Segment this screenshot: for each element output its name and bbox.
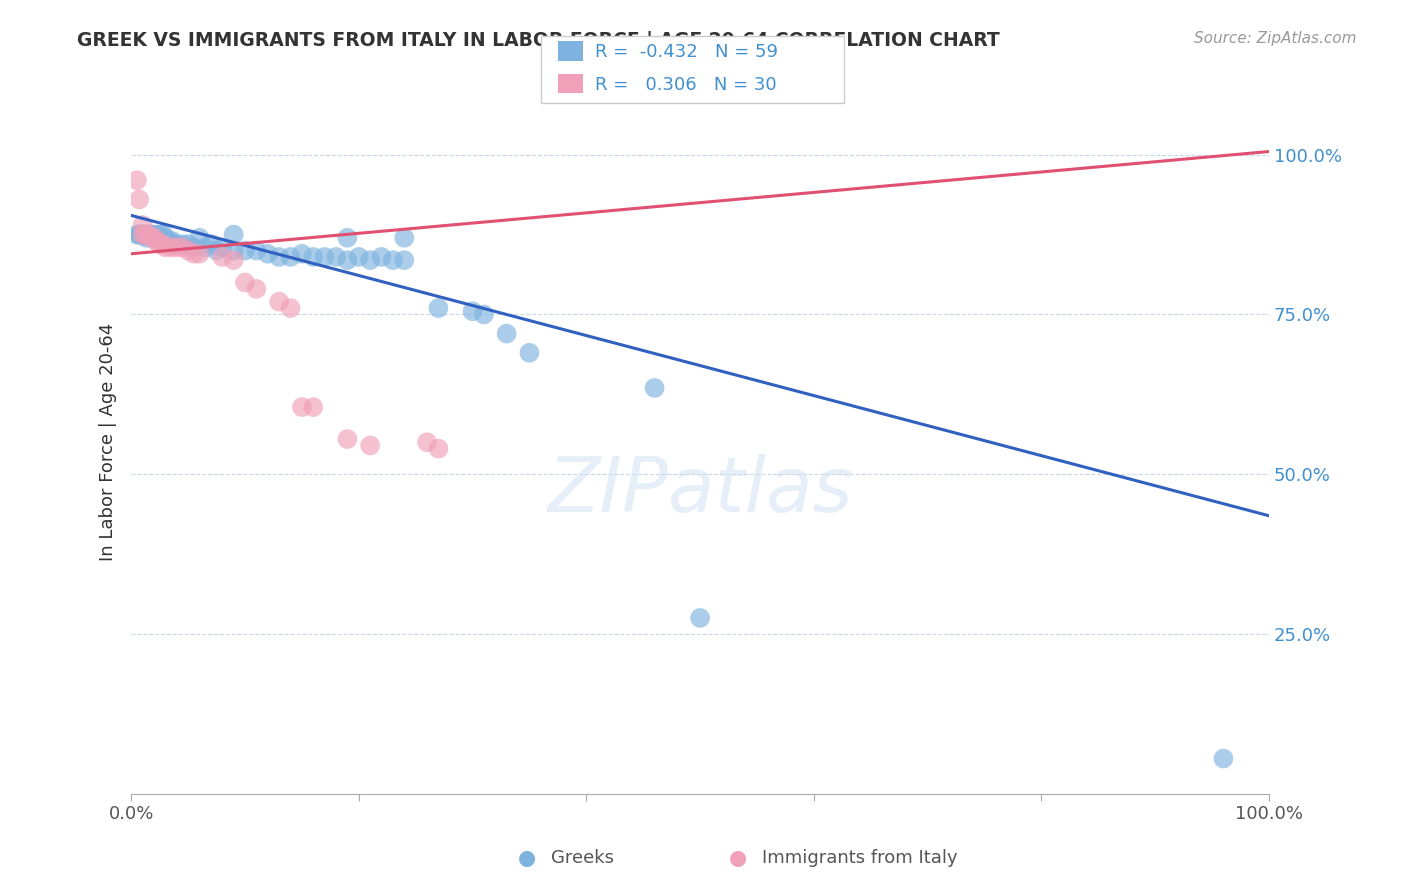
- Point: [233, 276, 256, 290]
- Point: [160, 240, 183, 254]
- Point: [1212, 751, 1234, 765]
- Point: [302, 400, 325, 414]
- Point: [245, 282, 267, 296]
- Point: [256, 246, 278, 260]
- Point: [416, 435, 439, 450]
- Point: [149, 227, 172, 242]
- Point: [131, 227, 153, 242]
- Point: [519, 346, 541, 360]
- Point: [131, 218, 153, 232]
- Point: [205, 244, 228, 258]
- Point: [131, 227, 153, 242]
- Point: [143, 231, 166, 245]
- Point: [166, 240, 188, 254]
- Text: Source: ZipAtlas.com: Source: ZipAtlas.com: [1194, 31, 1357, 46]
- Text: ●: ●: [730, 848, 747, 868]
- Point: [302, 250, 325, 264]
- Point: [172, 240, 194, 254]
- Point: [427, 301, 450, 315]
- Point: [269, 250, 291, 264]
- Text: Immigrants from Italy: Immigrants from Italy: [762, 849, 957, 867]
- Point: [314, 250, 336, 264]
- Text: Greeks: Greeks: [551, 849, 614, 867]
- Point: [172, 237, 194, 252]
- Point: [461, 304, 484, 318]
- Point: [222, 244, 245, 258]
- Point: [157, 234, 180, 248]
- Point: [155, 240, 177, 254]
- Text: ●: ●: [519, 848, 536, 868]
- Point: [143, 231, 166, 245]
- Point: [394, 231, 416, 245]
- Point: [200, 237, 222, 252]
- Point: [136, 227, 159, 242]
- Point: [134, 227, 156, 242]
- Point: [211, 240, 233, 254]
- Point: [222, 253, 245, 268]
- Point: [142, 227, 165, 242]
- Point: [495, 326, 517, 341]
- Point: [194, 240, 217, 254]
- Point: [291, 400, 314, 414]
- Point: [188, 231, 211, 245]
- Point: [183, 240, 205, 254]
- Point: [222, 227, 245, 242]
- Text: ZIPatlas: ZIPatlas: [547, 454, 853, 528]
- Point: [336, 231, 359, 245]
- Point: [233, 244, 256, 258]
- Point: [347, 250, 370, 264]
- Point: [183, 246, 205, 260]
- Point: [472, 308, 495, 322]
- Point: [160, 234, 183, 248]
- Point: [128, 227, 150, 242]
- Point: [245, 244, 267, 258]
- Point: [359, 253, 381, 268]
- Point: [141, 231, 163, 245]
- Point: [188, 246, 211, 260]
- Point: [280, 301, 302, 315]
- Point: [131, 227, 153, 242]
- Point: [141, 231, 163, 245]
- Point: [145, 227, 167, 242]
- Point: [135, 231, 157, 245]
- Point: [128, 193, 150, 207]
- Point: [132, 227, 155, 242]
- Point: [134, 227, 156, 242]
- Point: [336, 432, 359, 446]
- Point: [131, 227, 153, 242]
- Text: R =   0.306   N = 30: R = 0.306 N = 30: [595, 76, 776, 95]
- Point: [644, 381, 666, 395]
- Point: [136, 227, 159, 242]
- Point: [166, 237, 188, 252]
- Point: [689, 611, 711, 625]
- Text: GREEK VS IMMIGRANTS FROM ITALY IN LABOR FORCE | AGE 20-64 CORRELATION CHART: GREEK VS IMMIGRANTS FROM ITALY IN LABOR …: [77, 31, 1000, 51]
- Point: [177, 237, 200, 252]
- Y-axis label: In Labor Force | Age 20-64: In Labor Force | Age 20-64: [100, 323, 117, 561]
- Point: [336, 253, 359, 268]
- Point: [394, 253, 416, 268]
- Text: R =  -0.432   N = 59: R = -0.432 N = 59: [595, 44, 778, 62]
- Point: [325, 250, 347, 264]
- Point: [145, 234, 167, 248]
- Point: [269, 294, 291, 309]
- Point: [152, 237, 174, 252]
- Point: [211, 250, 233, 264]
- Point: [427, 442, 450, 456]
- Point: [152, 227, 174, 242]
- Point: [138, 227, 160, 242]
- Point: [291, 246, 314, 260]
- Point: [136, 227, 159, 242]
- Point: [149, 237, 172, 252]
- Point: [125, 173, 148, 187]
- Point: [125, 227, 148, 242]
- Point: [177, 244, 200, 258]
- Point: [139, 227, 162, 242]
- Point: [280, 250, 302, 264]
- Point: [370, 250, 392, 264]
- Point: [381, 253, 404, 268]
- Point: [129, 227, 152, 242]
- Point: [155, 231, 177, 245]
- Point: [359, 438, 381, 452]
